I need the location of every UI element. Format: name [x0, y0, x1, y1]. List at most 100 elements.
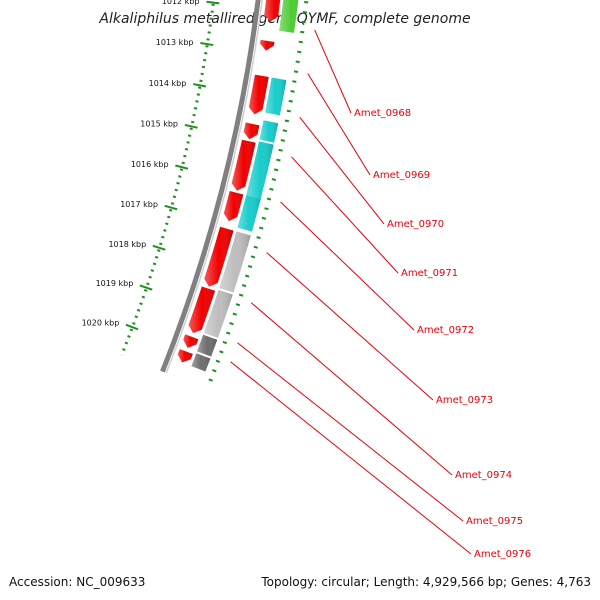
kbp-label: 1015 kbp: [140, 119, 178, 128]
outer-tick: [225, 331, 231, 335]
kbp-label: 1012 kbp: [162, 0, 200, 6]
kbp-label: 1019 kbp: [96, 279, 134, 288]
outer-tick: [229, 322, 234, 326]
outer-tick: [271, 178, 277, 181]
outer-tick: [276, 158, 281, 162]
gene-leader-line: [307, 73, 371, 176]
blast-feature-shading: [279, 0, 299, 33]
gene-leader-line: [314, 29, 352, 114]
kbp-label: 1018 kbp: [108, 240, 146, 249]
cds-feature-shading: [188, 286, 216, 334]
gene-label: Amet_0973: [436, 395, 493, 406]
gene-leader-line: [250, 302, 453, 476]
gene-label: Amet_0975: [466, 516, 523, 527]
feature-tracks: [177, 0, 299, 372]
outer-tick-row: [208, 1, 309, 382]
outer-tick: [261, 216, 267, 220]
outer-tick: [282, 129, 288, 133]
backbone-arc: [160, 0, 261, 373]
outer-tick: [298, 40, 303, 44]
cds-feature-shading: [177, 349, 193, 363]
outer-tick: [212, 369, 217, 373]
gene-labels: Amet_0968 Amet_0969 Amet_0970 Amet_0971 Amet…: [230, 29, 531, 560]
blast-feature-shading: [259, 120, 279, 143]
cds-feature-shading: [264, 0, 281, 22]
outer-tick: [241, 284, 247, 288]
outer-tick: [290, 90, 295, 93]
blast-feature-shading: [265, 77, 287, 116]
outer-tick: [256, 236, 261, 240]
kbp-label: 1017 kbp: [120, 200, 158, 209]
blast-feature-shading: [237, 195, 261, 232]
gene-leader-line: [266, 252, 434, 401]
ruler-tick: [175, 164, 189, 170]
blast-feature-shading: [219, 231, 251, 293]
gene-label: Amet_0970: [387, 219, 444, 230]
cds-feature-shading: [231, 139, 256, 191]
ruler-tick: [125, 323, 139, 331]
gene-leader-line: [280, 201, 415, 331]
gene-label: Amet_0976: [474, 549, 531, 560]
outer-tick: [219, 350, 224, 354]
ruler-tick: [200, 42, 214, 47]
kbp-label: 1020 kbp: [82, 318, 120, 327]
outer-tick: [293, 70, 299, 73]
genome-backbone: [160, 0, 263, 374]
outer-tick: [238, 293, 244, 297]
kbp-label: 1014 kbp: [149, 79, 187, 88]
gene-label: Amet_0974: [455, 470, 512, 481]
gene-leader-line: [237, 342, 464, 522]
ruler-tick: [193, 83, 207, 88]
ruler-tick: [184, 123, 198, 129]
gene-leader-line: [230, 361, 472, 555]
outer-tick: [235, 303, 241, 307]
outer-tick: [215, 359, 221, 363]
outer-tick: [301, 20, 306, 24]
gene-label: Amet_0972: [417, 325, 474, 336]
outer-tick: [247, 264, 253, 269]
outer-tick: [264, 207, 269, 211]
ruler-tick: [139, 284, 153, 291]
ruler-tick: [152, 244, 166, 251]
outer-tick: [232, 312, 237, 316]
outer-tick: [259, 226, 264, 230]
outer-tick: [302, 10, 308, 14]
cds-feature-shading: [243, 122, 260, 140]
outer-tick: [284, 119, 290, 123]
outer-tick: [286, 109, 291, 113]
cds-feature-shading: [223, 190, 244, 222]
blast-feature-shading: [197, 334, 218, 357]
outer-tick: [253, 245, 258, 249]
outer-tick: [208, 378, 213, 382]
outer-tick: [250, 255, 256, 259]
outer-tick: [280, 139, 285, 142]
blast-feature-shading: [191, 353, 211, 372]
outer-tick: [244, 274, 250, 278]
outer-tick: [292, 80, 297, 83]
gene-leader-line: [299, 117, 385, 225]
genome-summary-text: Topology: circular; Length: 4,929,566 bp…: [260, 575, 591, 589]
gene-label: Amet_0969: [373, 170, 430, 181]
kbp-label: 1013 kbp: [156, 38, 194, 47]
cds-feature-shading: [248, 74, 269, 115]
gene-label: Amet_0968: [354, 108, 411, 119]
outer-tick: [269, 187, 274, 191]
outer-tick: [273, 168, 279, 172]
accession-text: Accession: NC_009633: [9, 575, 145, 589]
cds-feature-shading: [183, 334, 199, 348]
ruler-tick: [164, 204, 178, 211]
gene-label: Amet_0971: [401, 268, 458, 279]
outer-tick: [288, 99, 293, 103]
cds-feature-shading: [204, 226, 234, 287]
blast-feature-shading: [203, 289, 233, 338]
outer-tick: [266, 197, 272, 201]
cds-feature-shading: [260, 39, 275, 51]
outer-tick: [295, 60, 300, 64]
blast-feature-shading: [246, 141, 274, 199]
outer-tick: [300, 30, 305, 34]
outer-tick: [278, 148, 283, 152]
gene-leader-line: [291, 156, 399, 274]
backbone-highlight: [165, 0, 263, 374]
